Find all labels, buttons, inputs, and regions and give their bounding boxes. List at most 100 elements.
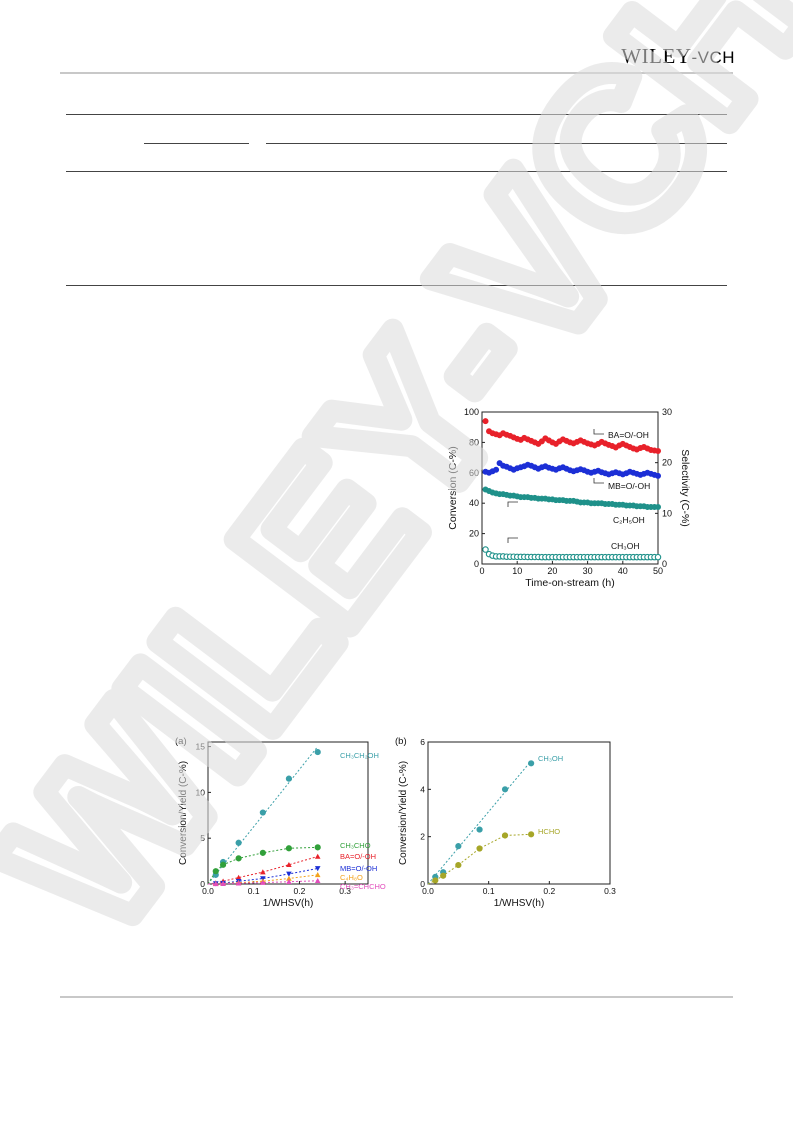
data-point <box>314 844 321 851</box>
figure-1-chart: 0 10 20 30 40 500204060801000102030Time-on-st… <box>447 407 691 589</box>
series-label: MB=O/-OH <box>608 481 650 491</box>
data-point <box>259 849 266 856</box>
y-tick-label: 0 <box>420 879 425 889</box>
data-point <box>219 861 227 868</box>
y-left-tick-label: 20 <box>469 529 479 539</box>
data-point <box>285 775 293 782</box>
data-point <box>528 760 535 767</box>
data-point <box>476 845 483 852</box>
data-point <box>286 878 292 884</box>
x-tick-label: 0.3 <box>339 886 351 896</box>
plot-frame <box>427 741 611 885</box>
series-label: CH₃=CHCHO <box>340 882 386 891</box>
data-point <box>501 786 509 793</box>
data-point <box>314 866 321 872</box>
y-left-tick-label: 60 <box>469 468 479 478</box>
data-point <box>285 845 293 852</box>
series-label: HCHO <box>538 827 560 836</box>
header-divider <box>60 72 733 74</box>
series-MB=O/-OH <box>482 460 662 479</box>
data-point <box>482 418 489 425</box>
table-top-rule <box>66 114 727 115</box>
plot-frame <box>207 741 369 885</box>
x-tick-label: 0.2 <box>294 886 306 896</box>
x-tick-label: 0.0 <box>202 886 214 896</box>
table-header-rule <box>66 171 727 172</box>
x-tick-label: 20 <box>547 566 557 576</box>
data-point <box>314 853 321 859</box>
x-tick-label: 0.1 <box>483 886 495 896</box>
data-point <box>476 826 483 833</box>
series-BA=O/-OH <box>207 853 321 886</box>
figure-2-charts: 0.0 0.1 0.2 0.3 0 5 10 15 1/WHSV(h) Conversion/Yi… <box>175 736 616 909</box>
data-point <box>286 861 292 868</box>
fit-line <box>207 746 319 885</box>
y-tick-label: 10 <box>196 787 206 797</box>
data-point <box>314 872 321 878</box>
x-tick-label: 40 <box>618 566 628 576</box>
data-point <box>455 861 462 869</box>
data-point <box>655 448 662 455</box>
series-CH₃=CHCHO <box>207 877 321 887</box>
y-left-tick-label: 80 <box>469 437 479 447</box>
fit-line <box>427 760 532 885</box>
data-point <box>455 843 462 850</box>
data-point <box>212 881 219 887</box>
y-left-tick-label: 0 <box>474 559 479 569</box>
logo-main: WILEY <box>621 44 692 68</box>
data-point <box>482 546 489 553</box>
y-right-tick-label: 30 <box>662 407 672 417</box>
data-point <box>212 868 219 875</box>
series-label: C₄H₈O <box>340 873 363 882</box>
axis-arrow <box>593 429 604 435</box>
x-tick-label: 0 <box>479 566 484 576</box>
figure-2: 0.0 0.1 0.2 0.3 0 5 10 15 1/WHSV(h) Conversion/Yi… <box>168 728 628 926</box>
table-sub-rule-right <box>266 143 727 144</box>
plot-frame <box>481 411 659 565</box>
y-right-tick-label: 20 <box>662 458 672 468</box>
y-left-tick-label: 40 <box>469 498 479 508</box>
y-left-axis-label: Conversion (C-%) <box>447 446 459 529</box>
data-point <box>432 877 439 884</box>
y-axis-label: Conversion/Yield (C-%) <box>178 761 189 865</box>
y-right-tick-label: 10 <box>662 508 672 518</box>
series-CH₃CHO <box>207 844 321 885</box>
data-point <box>260 869 266 875</box>
table-bottom-rule <box>66 285 727 286</box>
y-tick-label: 2 <box>420 832 425 842</box>
series-CH₃OH <box>482 546 662 561</box>
data-point <box>655 472 662 479</box>
series-label: CH₃OH <box>611 541 640 551</box>
table-sub-rule-left <box>144 143 249 144</box>
data-point <box>260 879 266 885</box>
data-point <box>259 809 266 816</box>
panel-label: (a) <box>175 736 187 747</box>
series-label: BA=O/-OH <box>340 852 376 861</box>
x-tick-label: 0.3 <box>604 886 616 896</box>
data-point <box>440 872 447 879</box>
series-HCHO <box>427 831 535 885</box>
x-tick-label: 30 <box>583 566 593 576</box>
data-point <box>286 871 292 877</box>
data-point <box>314 877 321 884</box>
x-axis-label: 1/WHSV(h) <box>494 898 545 909</box>
panel-label: (b) <box>395 736 407 747</box>
y-tick-label: 15 <box>196 742 206 752</box>
axis-arrow <box>507 501 518 507</box>
y-tick-label: 6 <box>420 737 425 747</box>
x-axis-label: 1/WHSV(h) <box>263 898 314 909</box>
data-point <box>235 880 242 886</box>
x-tick-label: 0.0 <box>422 886 434 896</box>
y-tick-label: 0 <box>200 879 205 889</box>
x-axis-label: Time-on-stream (h) <box>525 577 614 589</box>
x-tick-label: 10 <box>512 566 522 576</box>
data-point <box>654 553 662 561</box>
data-point <box>220 880 226 886</box>
data-point <box>655 504 662 511</box>
footer-divider <box>60 996 733 998</box>
series-label: BA=O/-OH <box>608 430 649 440</box>
series-CH₃OH <box>427 760 535 885</box>
y-axis-label: Conversion/Yield (C-%) <box>398 761 409 865</box>
series-label: CH₃CH₂OH <box>340 751 379 760</box>
series-BA=O/-OH <box>482 418 662 455</box>
